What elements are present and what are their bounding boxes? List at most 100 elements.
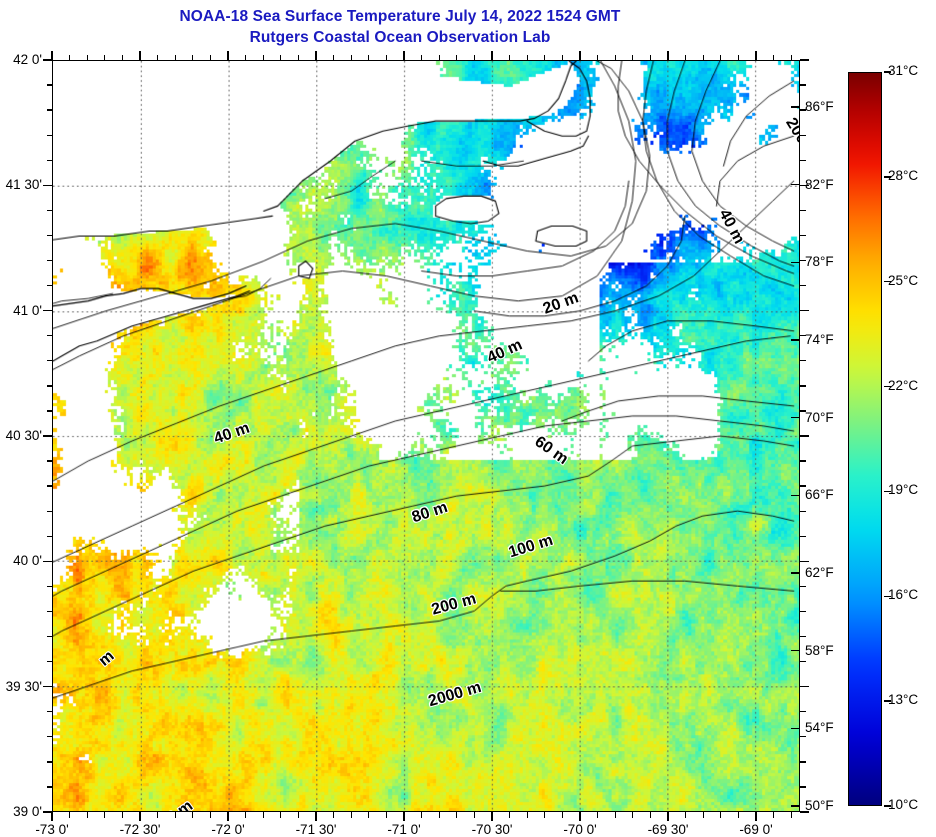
colorbar-label: 16°C	[888, 587, 919, 603]
fahrenheit-label: 82°F	[805, 176, 834, 192]
axis-tick	[632, 54, 634, 60]
axis-tick	[800, 159, 806, 161]
axis-tick	[262, 812, 264, 818]
title-line-1: NOAA-18 Sea Surface Temperature July 14,…	[179, 8, 621, 25]
axis-tick	[800, 585, 806, 588]
axis-tick	[755, 812, 757, 821]
axis-tick	[315, 51, 317, 60]
axis-tick	[420, 54, 423, 60]
axis-tick	[315, 812, 317, 821]
axis-tick	[86, 812, 88, 818]
axis-tick	[46, 585, 52, 588]
fahrenheit-tick	[791, 805, 800, 807]
axis-tick	[385, 812, 388, 818]
axis-tick	[790, 812, 792, 818]
axis-tick	[104, 54, 106, 60]
x-axis-label: -72 0'	[211, 822, 245, 837]
axis-tick	[800, 485, 806, 487]
axis-tick	[800, 385, 806, 387]
axis-tick	[614, 812, 616, 818]
axis-tick	[526, 812, 528, 818]
axis-tick	[800, 59, 809, 61]
axis-tick	[667, 51, 669, 60]
axis-tick	[43, 811, 52, 813]
axis-tick	[720, 54, 722, 60]
axis-tick	[46, 284, 52, 287]
axis-tick	[649, 812, 652, 818]
fahrenheit-tick	[791, 494, 800, 496]
colorbar	[848, 72, 882, 806]
y-axis-label: 41 0'	[13, 302, 42, 318]
axis-tick	[508, 54, 511, 60]
colorbar-tick	[884, 71, 891, 73]
axis-tick	[227, 812, 229, 821]
axis-tick	[350, 812, 352, 818]
axis-tick	[800, 686, 809, 688]
axis-tick	[456, 812, 458, 818]
fahrenheit-tick	[791, 183, 800, 186]
fahrenheit-tick	[791, 106, 800, 108]
axis-tick	[755, 51, 757, 60]
axis-tick	[614, 54, 616, 60]
axis-tick	[800, 284, 806, 287]
fahrenheit-label: 58°F	[805, 642, 834, 658]
axis-tick	[46, 134, 52, 136]
axis-tick	[491, 51, 493, 60]
lat-lon-gridlines	[53, 61, 799, 811]
colorbar-label: 22°C	[888, 377, 919, 393]
y-axis-label: 40 30'	[5, 428, 42, 443]
colorbar-label: 31°C	[888, 63, 919, 78]
axis-tick	[800, 510, 806, 512]
axis-tick	[156, 812, 159, 818]
colorbar-tick	[884, 281, 891, 283]
axis-tick	[43, 435, 52, 437]
axis-tick	[368, 812, 370, 818]
axis-tick	[350, 54, 352, 60]
axis-tick	[737, 54, 740, 60]
x-axis-label: -69 30'	[647, 822, 689, 837]
axis-tick	[139, 812, 141, 821]
axis-tick	[800, 535, 806, 537]
axis-tick	[46, 660, 52, 663]
colorbar-tick	[884, 176, 891, 178]
fahrenheit-label: 66°F	[805, 487, 834, 503]
axis-tick	[43, 310, 52, 312]
axis-tick	[244, 812, 247, 818]
axis-tick	[332, 812, 335, 818]
fahrenheit-label: 86°F	[805, 98, 834, 114]
axis-tick	[46, 485, 52, 487]
axis-tick	[385, 54, 388, 60]
colorbar-tick	[884, 385, 891, 388]
title-line-2: Rutgers Coastal Ocean Observation Lab	[249, 29, 551, 46]
axis-tick	[139, 51, 141, 60]
axis-tick	[46, 234, 52, 237]
fahrenheit-label: 70°F	[805, 409, 834, 425]
axis-tick	[544, 54, 546, 60]
axis-tick	[68, 54, 71, 60]
axis-tick	[800, 786, 806, 788]
axis-tick	[684, 812, 687, 818]
axis-tick	[420, 812, 423, 818]
axis-tick	[68, 812, 71, 818]
axis-tick	[800, 259, 806, 262]
axis-tick	[800, 460, 806, 462]
axis-tick	[800, 134, 806, 136]
axis-tick	[46, 410, 52, 412]
y-axis-label: 42 0'	[13, 52, 42, 67]
axis-tick	[800, 736, 806, 738]
axis-tick	[46, 635, 52, 638]
axis-tick	[46, 761, 52, 763]
colorbar-label: 19°C	[888, 482, 919, 498]
axis-tick	[702, 812, 704, 818]
axis-tick	[297, 812, 300, 818]
axis-tick	[46, 84, 52, 86]
axis-tick	[46, 159, 52, 161]
axis-tick	[800, 310, 809, 312]
axis-tick	[43, 59, 52, 61]
axis-tick	[772, 812, 775, 818]
axis-tick	[596, 812, 599, 818]
chart-title-block: NOAA-18 Sea Surface Temperature July 14,…	[0, 6, 800, 48]
axis-tick	[46, 109, 52, 111]
axis-tick	[174, 812, 176, 818]
